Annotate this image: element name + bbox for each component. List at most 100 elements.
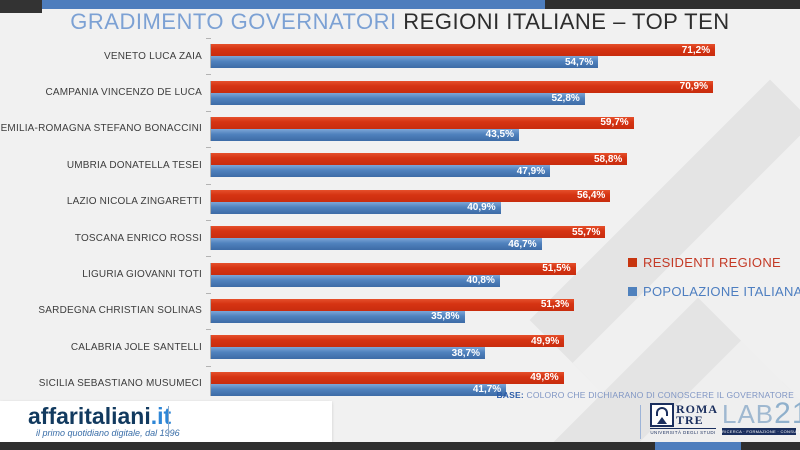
affaritaliani-tagline: il primo quotidiano digitale, dal 1996 [36, 428, 180, 438]
lab21-logo: LAB21 RICERCA · FORMAZIONE · CONSULENZA … [722, 399, 800, 435]
value-label: 59,7% [600, 117, 629, 129]
category-label: UMBRIA DONATELLA TESEI [66, 159, 202, 171]
value-label: 58,8% [593, 153, 623, 165]
category-label: LAZIO NICOLA ZINGARETTI [66, 196, 202, 208]
bar-residenti-regione: 59,7% [211, 116, 634, 129]
bar-popolazione-italiana: 41,7% [211, 383, 507, 396]
bar-residenti-regione: 49,8% [211, 371, 564, 384]
chart-rows: VENETO LUCA ZAIA 71,2% 54,7% CAMPANIA VINCE… [0, 38, 800, 402]
affaritaliani-logo-box: affaritaliani.it il primo quotidiano dig… [0, 401, 332, 442]
bar-residenti-regione: 56,4% [211, 189, 611, 202]
bar-residenti-regione: 49,9% [211, 335, 565, 348]
legend-item-residenti: RESIDENTI REGIONE [628, 248, 800, 277]
legend-item-popolazione: POPOLAZIONE ITALIANA [628, 277, 800, 306]
value-label: 38,7% [451, 347, 480, 359]
chart-legend: RESIDENTI REGIONE POPOLAZIONE ITALIANA [628, 248, 800, 306]
roma-tre-emblem-icon [650, 403, 674, 427]
lab21-subtitle: RICERCA · FORMAZIONE · CONSULENZA STRATE… [722, 428, 800, 435]
lab21-number: 21 [774, 397, 800, 430]
top-accent-bar-tab [0, 0, 42, 13]
bar-popolazione-italiana: 35,8% [211, 310, 465, 323]
lab21-name: LAB [722, 399, 775, 429]
category-label: SICILIA SEBASTIANO MUSUMECI [38, 378, 202, 390]
bar-group: 49,9% 38,7% [210, 335, 800, 360]
legend-swatch-red-icon [628, 258, 637, 267]
bar-popolazione-italiana: 40,9% [211, 201, 501, 214]
value-label: 46,7% [508, 238, 537, 250]
bar-residenti-regione: 51,5% [211, 262, 576, 275]
page-title: GRADIMENTO GOVERNATORI REGIONI ITALIANE … [0, 9, 800, 35]
bar-residenti-regione: 71,2% [211, 44, 716, 57]
chart-row: LAZIO NICOLA ZINGARETTI 56,4% 40,9% [0, 183, 800, 220]
top-accent-bar-blue [42, 0, 545, 9]
bar-popolazione-italiana: 54,7% [211, 56, 599, 69]
value-label: 35,8% [431, 311, 460, 323]
legend-swatch-blue-icon [628, 287, 637, 296]
bar-group: 58,8% 47,9% [210, 153, 800, 178]
chart-row: LIGURIA GIOVANNI TOTI 51,5% 40,8% [0, 256, 800, 292]
bar-residenti-regione: 51,3% [211, 298, 575, 311]
value-label: 49,8% [530, 372, 559, 384]
value-label: 71,2% [681, 44, 711, 56]
value-label: 51,5% [542, 263, 571, 275]
bar-group: 55,7% 46,7% [210, 226, 800, 251]
affaritaliani-divider [168, 406, 169, 437]
category-label: TOSCANA ENRICO ROSSI [74, 232, 202, 244]
bar-residenti-regione: 58,8% [211, 153, 628, 166]
base-note: BASE: COLORO CHE DICHIARANO DI CONOSCERE… [496, 390, 794, 400]
bar-popolazione-italiana: 38,7% [211, 347, 485, 360]
bar-popolazione-italiana: 43,5% [211, 128, 519, 141]
value-label: 54,7% [564, 56, 594, 68]
affaritaliani-tld: .it [150, 403, 172, 429]
category-label: CALABRIA JOLE SANTELLI [70, 341, 202, 353]
roma-tre-line2: TRE [676, 413, 704, 427]
bar-group: 70,9% 52,8% [210, 80, 800, 105]
chart-row: SARDEGNA CHRISTIAN SOLINAS 51,3% 35,8% [0, 292, 800, 329]
category-label: SARDEGNA CHRISTIAN SOLINAS [38, 305, 202, 317]
bar-residenti-regione: 55,7% [211, 226, 606, 239]
chart-row: VENETO LUCA ZAIA 71,2% 54,7% [0, 38, 800, 74]
bottom-accent-bar-blue [655, 442, 741, 450]
legend-label: RESIDENTI REGIONE [643, 255, 782, 270]
chart-row: SICILIA SEBASTIANO MUSUMECI 49,8% 41,7% [0, 365, 800, 402]
bar-group: 51,3% 35,8% [210, 298, 800, 323]
base-note-text: COLORO CHE DICHIARANO DI CONOSCERE IL GO… [523, 390, 794, 400]
bar-group: 51,5% 40,8% [210, 262, 800, 287]
category-label: CAMPANIA VINCENZO DE LUCA [45, 87, 202, 99]
legend-label: POPOLAZIONE ITALIANA [643, 284, 800, 299]
value-label: 56,4% [576, 190, 606, 202]
bar-popolazione-italiana: 46,7% [211, 238, 542, 251]
bar-residenti-regione: 70,9% [211, 80, 713, 93]
chart-row: CAMPANIA VINCENZO DE LUCA 70,9% 52,8% [0, 74, 800, 110]
value-label: 43,5% [485, 129, 514, 141]
value-label: 70,9% [679, 81, 708, 93]
category-label: LIGURIA GIOVANNI TOTI [82, 269, 202, 281]
category-label: VENETO LUCA ZAIA [103, 50, 202, 62]
value-label: 41,7% [472, 384, 502, 396]
roma-tre-subtitle: UNIVERSITÀ DEGLI STUDI [650, 428, 716, 435]
title-part-blue: GRADIMENTO GOVERNATORI [70, 9, 397, 34]
chart-row: CALABRIA JOLE SANTELLI 49,9% 38,7% [0, 329, 800, 365]
chart-row: UMBRIA DONATELLA TESEI 58,8% 47,9% [0, 147, 800, 183]
roma-tre-line1: ROMA [676, 402, 718, 416]
bar-popolazione-italiana: 47,9% [211, 165, 551, 178]
chart-row: EMILIA-ROMAGNA STEFANO BONACCINI 59,7% 43,… [0, 110, 800, 147]
affaritaliani-name: affaritaliani [28, 403, 151, 429]
base-note-label: BASE: [496, 390, 524, 400]
affaritaliani-logo: affaritaliani.it [28, 404, 171, 428]
top-accent-bar [0, 0, 800, 13]
footer-logo-divider [640, 405, 641, 439]
value-label: 40,8% [466, 275, 495, 287]
bar-group: 49,8% 41,7% [210, 371, 800, 396]
value-label: 51,3% [540, 299, 570, 311]
bottom-accent-bar [0, 442, 800, 450]
bar-group: 59,7% 43,5% [210, 116, 800, 141]
bar-group: 56,4% 40,9% [210, 189, 800, 214]
value-label: 52,8% [551, 93, 580, 105]
value-label: 49,9% [530, 335, 560, 347]
roma-tre-logo: ROMA TRE UNIVERSITÀ DEGLI STUDI [650, 402, 718, 435]
category-label: EMILIA-ROMAGNA STEFANO BONACCINI [0, 123, 202, 135]
bar-group: 71,2% 54,7% [210, 44, 800, 69]
bar-popolazione-italiana: 52,8% [211, 92, 585, 105]
